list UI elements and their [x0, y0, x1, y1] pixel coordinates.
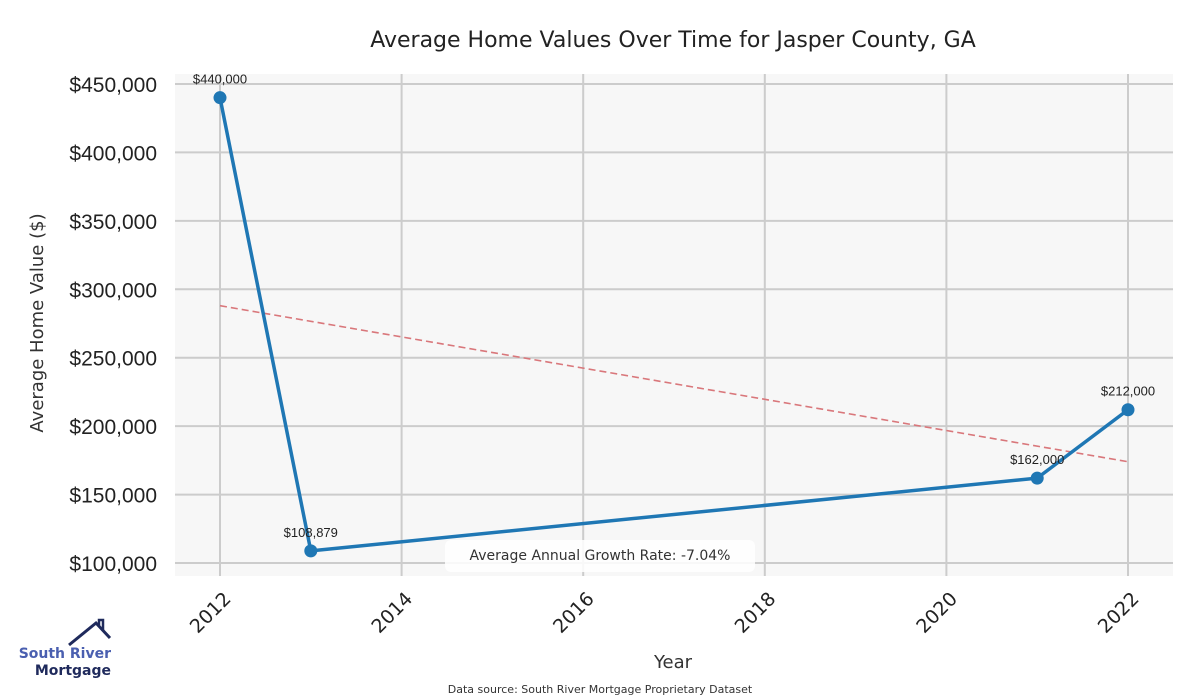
data-source: Data source: South River Mortgage Propri…	[448, 683, 753, 696]
y-tick-label: $300,000	[69, 279, 157, 302]
house-roof-icon	[68, 620, 112, 647]
growth-rate-annotation: Average Annual Growth Rate: -7.04%	[470, 548, 731, 564]
y-axis-label: Average Home Value ($)	[27, 213, 48, 432]
chimney-icon	[97, 618, 105, 631]
data-label: $162,000	[1010, 452, 1064, 467]
data-point	[304, 544, 318, 558]
annotation-group: Average Annual Growth Rate: -7.04%	[445, 540, 755, 572]
x-tick-label: 2020	[912, 588, 962, 638]
y-tick-label: $350,000	[69, 211, 157, 234]
y-tick-label: $250,000	[69, 348, 157, 371]
data-point	[1030, 471, 1044, 485]
logo-line2: Mortgage	[35, 663, 111, 679]
y-tick-label: $450,000	[69, 74, 157, 97]
annotation-box	[445, 540, 755, 572]
y-tick-label: $400,000	[69, 142, 157, 165]
data-label: $212,000	[1101, 384, 1155, 399]
y-tick-label: $200,000	[69, 416, 157, 439]
x-tick-label: 2018	[731, 588, 781, 638]
series-line	[218, 97, 1130, 553]
x-tick-label: 2012	[186, 588, 236, 638]
grid	[175, 74, 1173, 576]
y-tick-label: $150,000	[69, 485, 157, 508]
x-tick-label: 2014	[367, 588, 417, 638]
plot-background	[175, 74, 1173, 576]
logo-line1: South River	[19, 646, 111, 662]
x-axis-label: Year	[653, 652, 693, 673]
x-tick-label: 2022	[1094, 588, 1144, 638]
series-group: $440,000 $108,879 $162,000 $212,000	[193, 72, 1155, 558]
logo: South River Mortgage	[19, 618, 112, 679]
chart-title: Average Home Values Over Time for Jasper…	[370, 28, 976, 53]
y-axis-ticks: $100,000 $150,000 $200,000 $250,000 $300,000…	[69, 74, 157, 576]
data-label: $108,879	[284, 525, 338, 540]
data-label: $440,000	[193, 72, 247, 87]
y-tick-label: $100,000	[69, 553, 157, 576]
data-point	[213, 91, 227, 105]
x-tick-label: 2016	[549, 588, 599, 638]
data-point	[1121, 403, 1135, 417]
x-axis-ticks: 2012 2014 2016 2018 2020 2022	[186, 588, 1144, 638]
